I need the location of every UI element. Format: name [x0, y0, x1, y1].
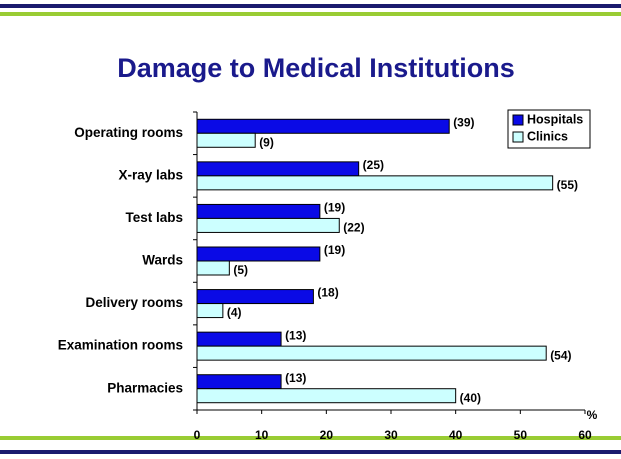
legend-label: Clinics	[527, 129, 568, 143]
x-tick-label: 60	[578, 428, 592, 442]
value-label: (13)	[285, 328, 306, 342]
bottom-rule-green	[0, 436, 621, 440]
value-label: (13)	[285, 371, 306, 385]
chart-title: Damage to Medical Institutions	[117, 53, 515, 83]
bar	[196, 161, 360, 177]
y-tick-label: X-ray labs	[118, 167, 183, 182]
y-tick-label: Delivery rooms	[85, 295, 183, 310]
value-label: (19)	[324, 201, 345, 215]
legend-swatch	[512, 114, 524, 126]
x-axis-label: %	[587, 408, 598, 422]
value-label: (39)	[453, 115, 474, 129]
value-label: (19)	[324, 243, 345, 257]
bar	[196, 175, 554, 191]
value-label: (55)	[557, 178, 578, 192]
x-tick-label: 0	[194, 428, 201, 442]
bar	[196, 132, 256, 148]
value-label: (25)	[363, 158, 384, 172]
legend-label: Hospitals	[527, 112, 583, 126]
y-tick-label: Operating rooms	[74, 125, 183, 140]
x-tick-label: 30	[384, 428, 398, 442]
value-label: (5)	[233, 263, 248, 277]
legend-swatch	[512, 131, 524, 143]
x-tick-label: 20	[320, 428, 334, 442]
y-tick-label: Test labs	[125, 210, 183, 225]
bar	[196, 260, 230, 276]
value-label: (18)	[317, 286, 338, 300]
bar	[196, 217, 340, 233]
y-tick-label: Wards	[142, 253, 183, 268]
bar	[196, 331, 282, 347]
value-label: (9)	[259, 135, 274, 149]
bar	[196, 345, 547, 361]
bottom-rule	[0, 450, 621, 454]
bar	[196, 374, 282, 390]
bar	[196, 203, 321, 219]
bar	[196, 246, 321, 262]
bar	[196, 388, 457, 404]
y-tick-label: Examination rooms	[58, 338, 183, 353]
top-rule	[0, 4, 621, 8]
bar	[196, 289, 314, 305]
bar	[196, 303, 224, 319]
bar	[196, 118, 450, 134]
value-label: (22)	[343, 221, 364, 235]
top-rule-green	[0, 12, 621, 16]
x-tick-label: 40	[449, 428, 463, 442]
value-label: (40)	[460, 391, 481, 405]
x-tick-label: 50	[514, 428, 528, 442]
value-label: (54)	[550, 348, 571, 362]
y-tick-label: Pharmacies	[107, 380, 183, 395]
value-label: (4)	[227, 306, 242, 320]
x-tick-label: 10	[255, 428, 269, 442]
